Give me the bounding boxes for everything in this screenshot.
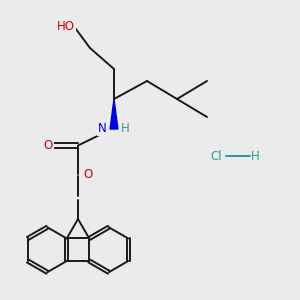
Text: N: N (98, 122, 107, 136)
Text: O: O (84, 167, 93, 181)
Text: H: H (121, 122, 130, 136)
Text: Cl: Cl (210, 149, 222, 163)
Text: H: H (250, 149, 260, 163)
Text: HO: HO (57, 20, 75, 34)
Text: O: O (44, 139, 52, 152)
Polygon shape (110, 99, 118, 129)
